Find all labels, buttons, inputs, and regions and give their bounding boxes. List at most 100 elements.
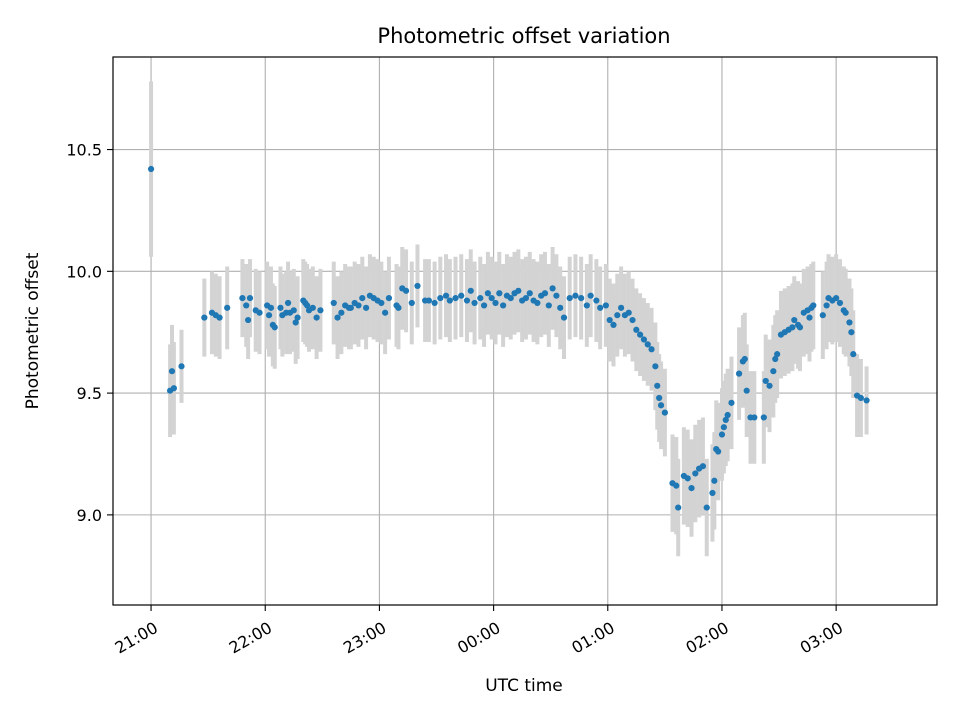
data-point	[766, 382, 773, 389]
data-point	[256, 309, 263, 316]
data-point	[711, 477, 718, 484]
data-point	[675, 504, 682, 511]
data-point	[760, 414, 767, 421]
data-point	[644, 341, 651, 348]
data-point	[836, 299, 844, 307]
data-point	[715, 448, 722, 455]
data-point	[334, 314, 341, 321]
data-point	[338, 309, 345, 316]
data-point	[722, 416, 729, 423]
data-point	[545, 302, 552, 309]
data-point	[277, 304, 284, 311]
data-point	[728, 399, 735, 406]
data-point	[526, 290, 533, 297]
data-point	[408, 299, 415, 307]
data-point	[515, 287, 522, 294]
data-point	[602, 302, 609, 309]
data-point	[640, 336, 648, 343]
y-tick-label: 10.5	[66, 141, 102, 160]
data-point	[549, 285, 556, 292]
y-tick-label: 10.0	[66, 262, 102, 281]
data-point	[823, 302, 830, 309]
data-point	[720, 424, 727, 431]
data-point	[587, 292, 594, 299]
data-point	[463, 297, 471, 304]
chart-title: Photometric offset variation	[377, 24, 670, 48]
data-point	[347, 304, 354, 311]
data-point	[290, 307, 297, 314]
data-point	[522, 295, 530, 302]
data-point	[606, 316, 613, 324]
data-point	[359, 295, 366, 302]
data-point	[224, 304, 231, 311]
data-point	[610, 321, 617, 329]
data-point	[863, 397, 870, 404]
data-point	[496, 290, 503, 297]
data-point	[480, 302, 488, 309]
data-point	[770, 368, 777, 375]
data-point	[578, 295, 585, 302]
data-points	[147, 165, 870, 511]
data-point	[292, 319, 299, 326]
data-point	[246, 295, 254, 302]
data-point	[147, 165, 155, 173]
data-point	[414, 282, 421, 290]
y-tick-label: 9.5	[77, 384, 102, 403]
data-point	[442, 292, 450, 299]
data-point	[395, 304, 402, 311]
data-point	[735, 370, 743, 377]
data-point	[446, 297, 453, 304]
data-point	[772, 355, 779, 363]
data-point	[402, 287, 410, 294]
data-point	[673, 482, 680, 489]
data-point	[245, 316, 252, 324]
data-point	[743, 387, 750, 394]
data-point	[625, 309, 632, 316]
data-point	[833, 295, 840, 302]
y-axis-ticks: 9.0 9.5 10.0 10.5	[66, 141, 113, 525]
data-point	[692, 470, 699, 477]
data-point	[216, 314, 223, 321]
data-point	[819, 312, 826, 319]
data-point	[313, 314, 320, 321]
data-point	[382, 309, 389, 316]
data-point	[661, 409, 668, 416]
data-point	[850, 351, 857, 358]
data-point	[265, 312, 273, 319]
data-point	[593, 297, 600, 304]
data-point	[709, 489, 716, 497]
data-point	[170, 385, 177, 392]
data-point	[243, 302, 250, 309]
data-point	[452, 295, 459, 302]
data-point	[467, 287, 474, 294]
data-point	[857, 394, 864, 402]
data-point	[652, 363, 659, 370]
y-axis-title: Photometric offset	[23, 252, 43, 409]
data-point	[724, 411, 731, 419]
data-point	[201, 314, 208, 321]
data-point	[378, 299, 385, 307]
data-point	[560, 314, 568, 321]
x-axis-title: UTC time	[485, 676, 563, 696]
data-point	[718, 431, 726, 438]
data-point	[355, 302, 362, 309]
data-point	[846, 319, 853, 326]
data-point	[477, 295, 484, 302]
data-point	[267, 304, 275, 311]
data-point	[648, 346, 655, 353]
data-point	[654, 382, 661, 389]
data-point	[684, 475, 691, 482]
data-point	[597, 304, 604, 311]
data-point	[500, 302, 507, 309]
data-point	[304, 302, 311, 309]
data-point	[534, 299, 541, 307]
data-point	[796, 324, 804, 331]
data-point	[699, 463, 707, 470]
data-point	[309, 304, 316, 311]
data-point	[848, 329, 855, 336]
data-point	[385, 295, 393, 302]
data-point	[317, 307, 324, 314]
data-point	[618, 304, 625, 311]
data-point	[791, 316, 798, 324]
